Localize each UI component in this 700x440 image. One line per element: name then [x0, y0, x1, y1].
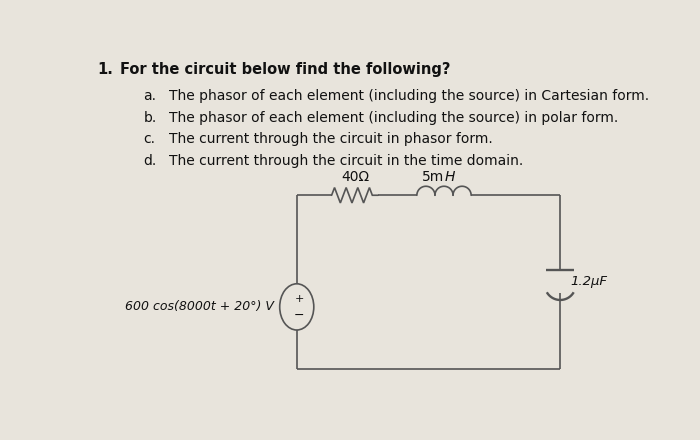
Text: a.: a.: [144, 89, 156, 103]
Text: −: −: [294, 309, 304, 322]
Text: 600 cos(8000t + 20°) V: 600 cos(8000t + 20°) V: [125, 301, 274, 313]
Text: The current through the circuit in the time domain.: The current through the circuit in the t…: [169, 154, 523, 168]
Text: 40Ω: 40Ω: [341, 170, 369, 184]
Text: d.: d.: [144, 154, 157, 168]
Text: 1.: 1.: [97, 62, 113, 77]
Text: The current through the circuit in phasor form.: The current through the circuit in phaso…: [169, 132, 493, 146]
Text: The phasor of each element (including the source) in polar form.: The phasor of each element (including th…: [169, 110, 618, 125]
Text: +: +: [295, 294, 304, 304]
Text: For the circuit below find the following?: For the circuit below find the following…: [120, 62, 451, 77]
Text: H: H: [444, 170, 455, 184]
Text: 1.2μF: 1.2μF: [570, 275, 608, 288]
Text: 5m: 5m: [421, 170, 444, 184]
Text: The phasor of each element (including the source) in Cartesian form.: The phasor of each element (including th…: [169, 89, 649, 103]
Text: b.: b.: [144, 110, 157, 125]
Text: c.: c.: [144, 132, 155, 146]
